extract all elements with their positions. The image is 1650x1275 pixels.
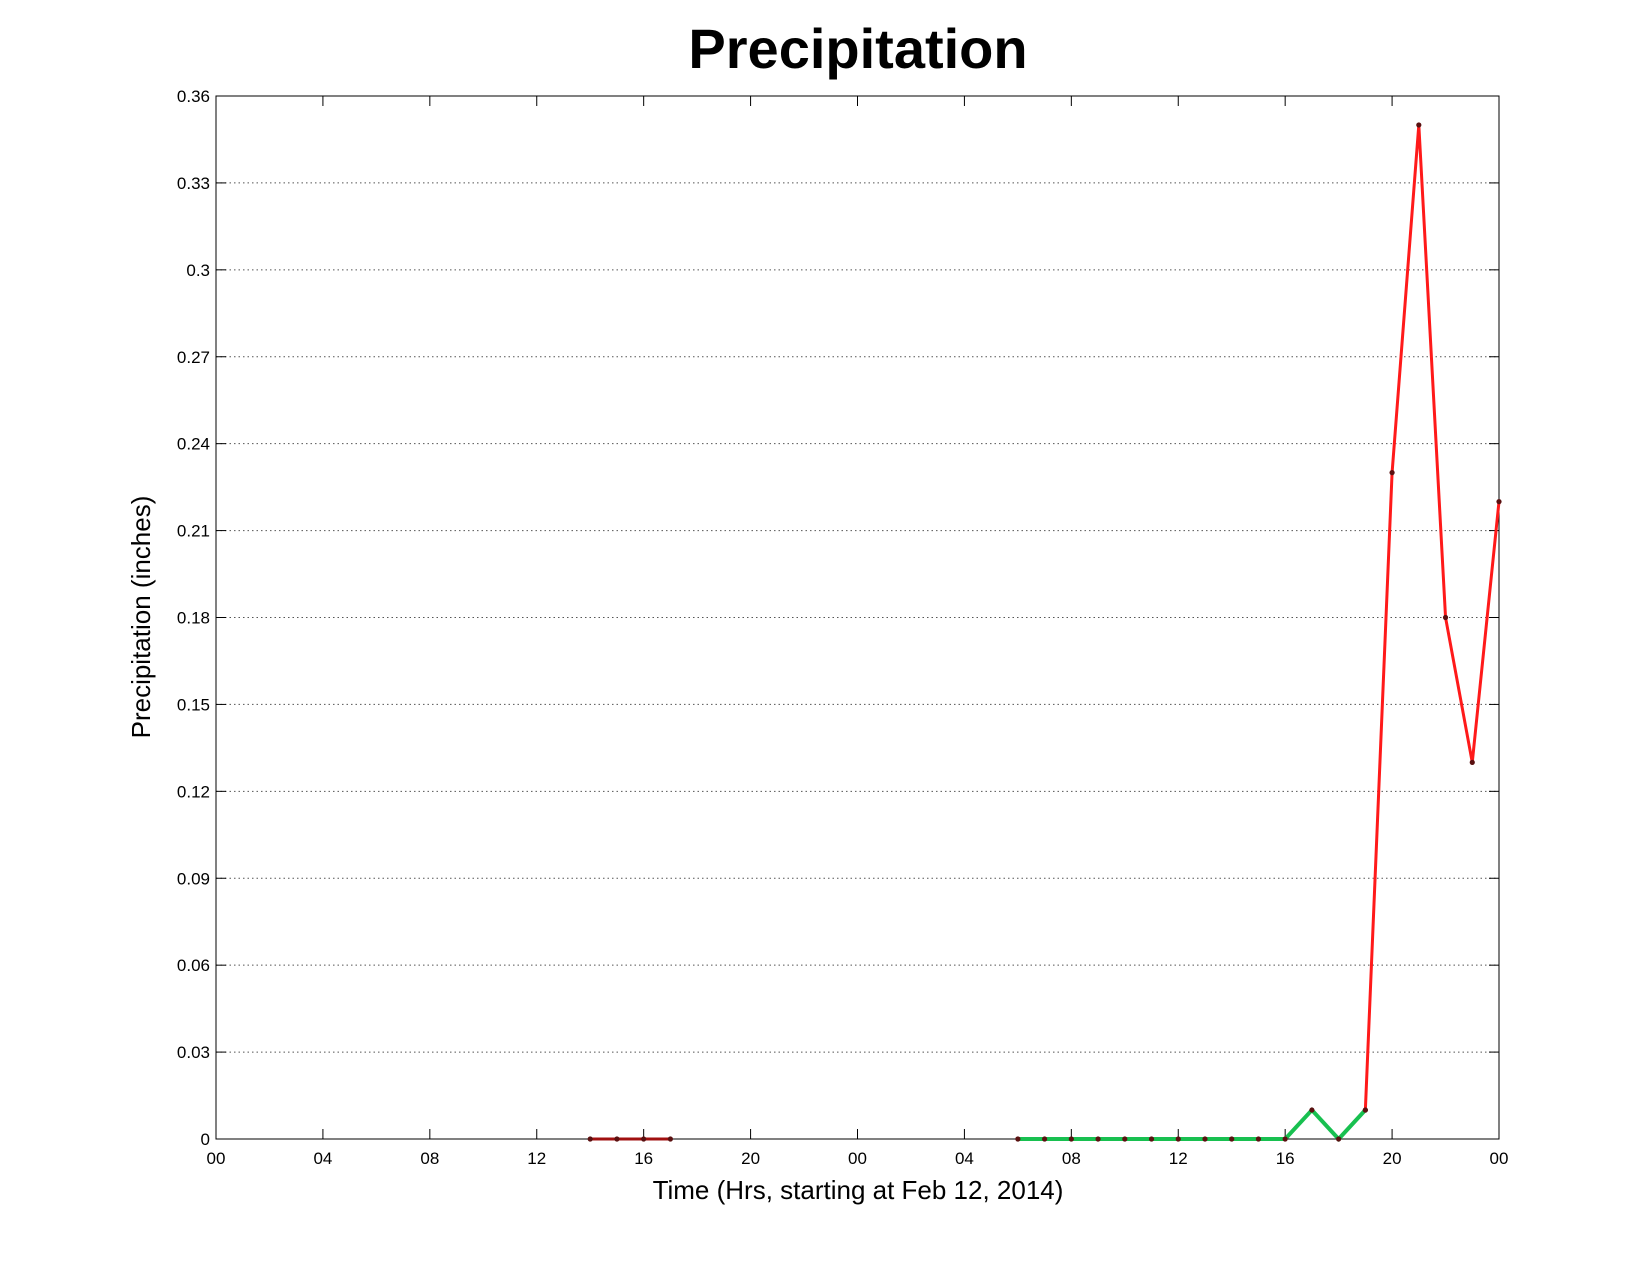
y-tick-label: 0.36 [177,87,210,106]
data-point [1496,499,1502,505]
grid-lines [216,182,1499,1053]
x-tick-label: 04 [313,1149,332,1168]
data-point [1282,1136,1288,1142]
x-tick-label: 04 [955,1149,974,1168]
data-point [641,1136,647,1142]
y-tick-label: 0.33 [177,174,210,193]
plot-frame [215,95,1500,1140]
data-point [1122,1136,1128,1142]
data-point [1042,1136,1048,1142]
series-lines [587,122,1502,1142]
y-tick-label: 0.21 [177,522,210,541]
data-point [1148,1136,1155,1142]
data-point [1416,122,1422,128]
y-tick-label: 0.3 [186,261,210,280]
data-point [1389,470,1395,476]
x-tick-label: 12 [1169,1149,1188,1168]
y-axis-label: Precipitation (inches) [126,496,156,739]
axis-ticks: 0 0.03 0.06 0.09 0.12 0.15 0.18 0.21 0.24 0.27 0.3… [177,87,1509,1168]
data-point [1095,1136,1101,1142]
y-tick-label: 0.27 [177,348,210,367]
series-line [1017,1107,1367,1142]
data-point [1336,1136,1342,1142]
chart-title: Precipitation [688,17,1027,80]
y-tick-label: 0.18 [177,609,210,628]
y-tick-label: 0.12 [177,782,210,801]
x-tick-label: 00 [1490,1149,1509,1168]
series-line [1363,124,1501,1111]
data-point [1469,759,1475,765]
data-point [1442,614,1449,621]
x-tick-label: 20 [741,1149,760,1168]
x-tick-label: 08 [420,1149,439,1168]
x-tick-label: 08 [1062,1149,1081,1168]
y-tick-label: 0 [201,1130,210,1149]
x-tick-label: 16 [1276,1149,1295,1168]
y-tick-label: 0.09 [177,869,210,888]
data-point [667,1136,673,1142]
x-tick-label: 12 [527,1149,546,1168]
data-point [1175,1136,1181,1142]
data-point [1255,1136,1262,1142]
y-tick-label: 0.24 [177,435,210,454]
data-point [614,1136,620,1142]
y-tick-label: 0.03 [177,1043,210,1062]
x-axis-label: Time (Hrs, starting at Feb 12, 2014) [653,1175,1064,1205]
data-point [1362,1107,1368,1113]
x-tick-label: 16 [634,1149,653,1168]
x-tick-label: 00 [207,1149,226,1168]
x-tick-label: 20 [1383,1149,1402,1168]
y-tick-label: 0.15 [177,695,210,714]
data-point [1015,1136,1021,1142]
data-point [1068,1136,1074,1142]
x-tick-label: 00 [848,1149,867,1168]
y-tick-label: 0.06 [177,956,210,975]
data-point [1202,1136,1208,1142]
data-point [1309,1107,1315,1113]
data-point [1229,1136,1235,1142]
data-point [587,1136,593,1142]
